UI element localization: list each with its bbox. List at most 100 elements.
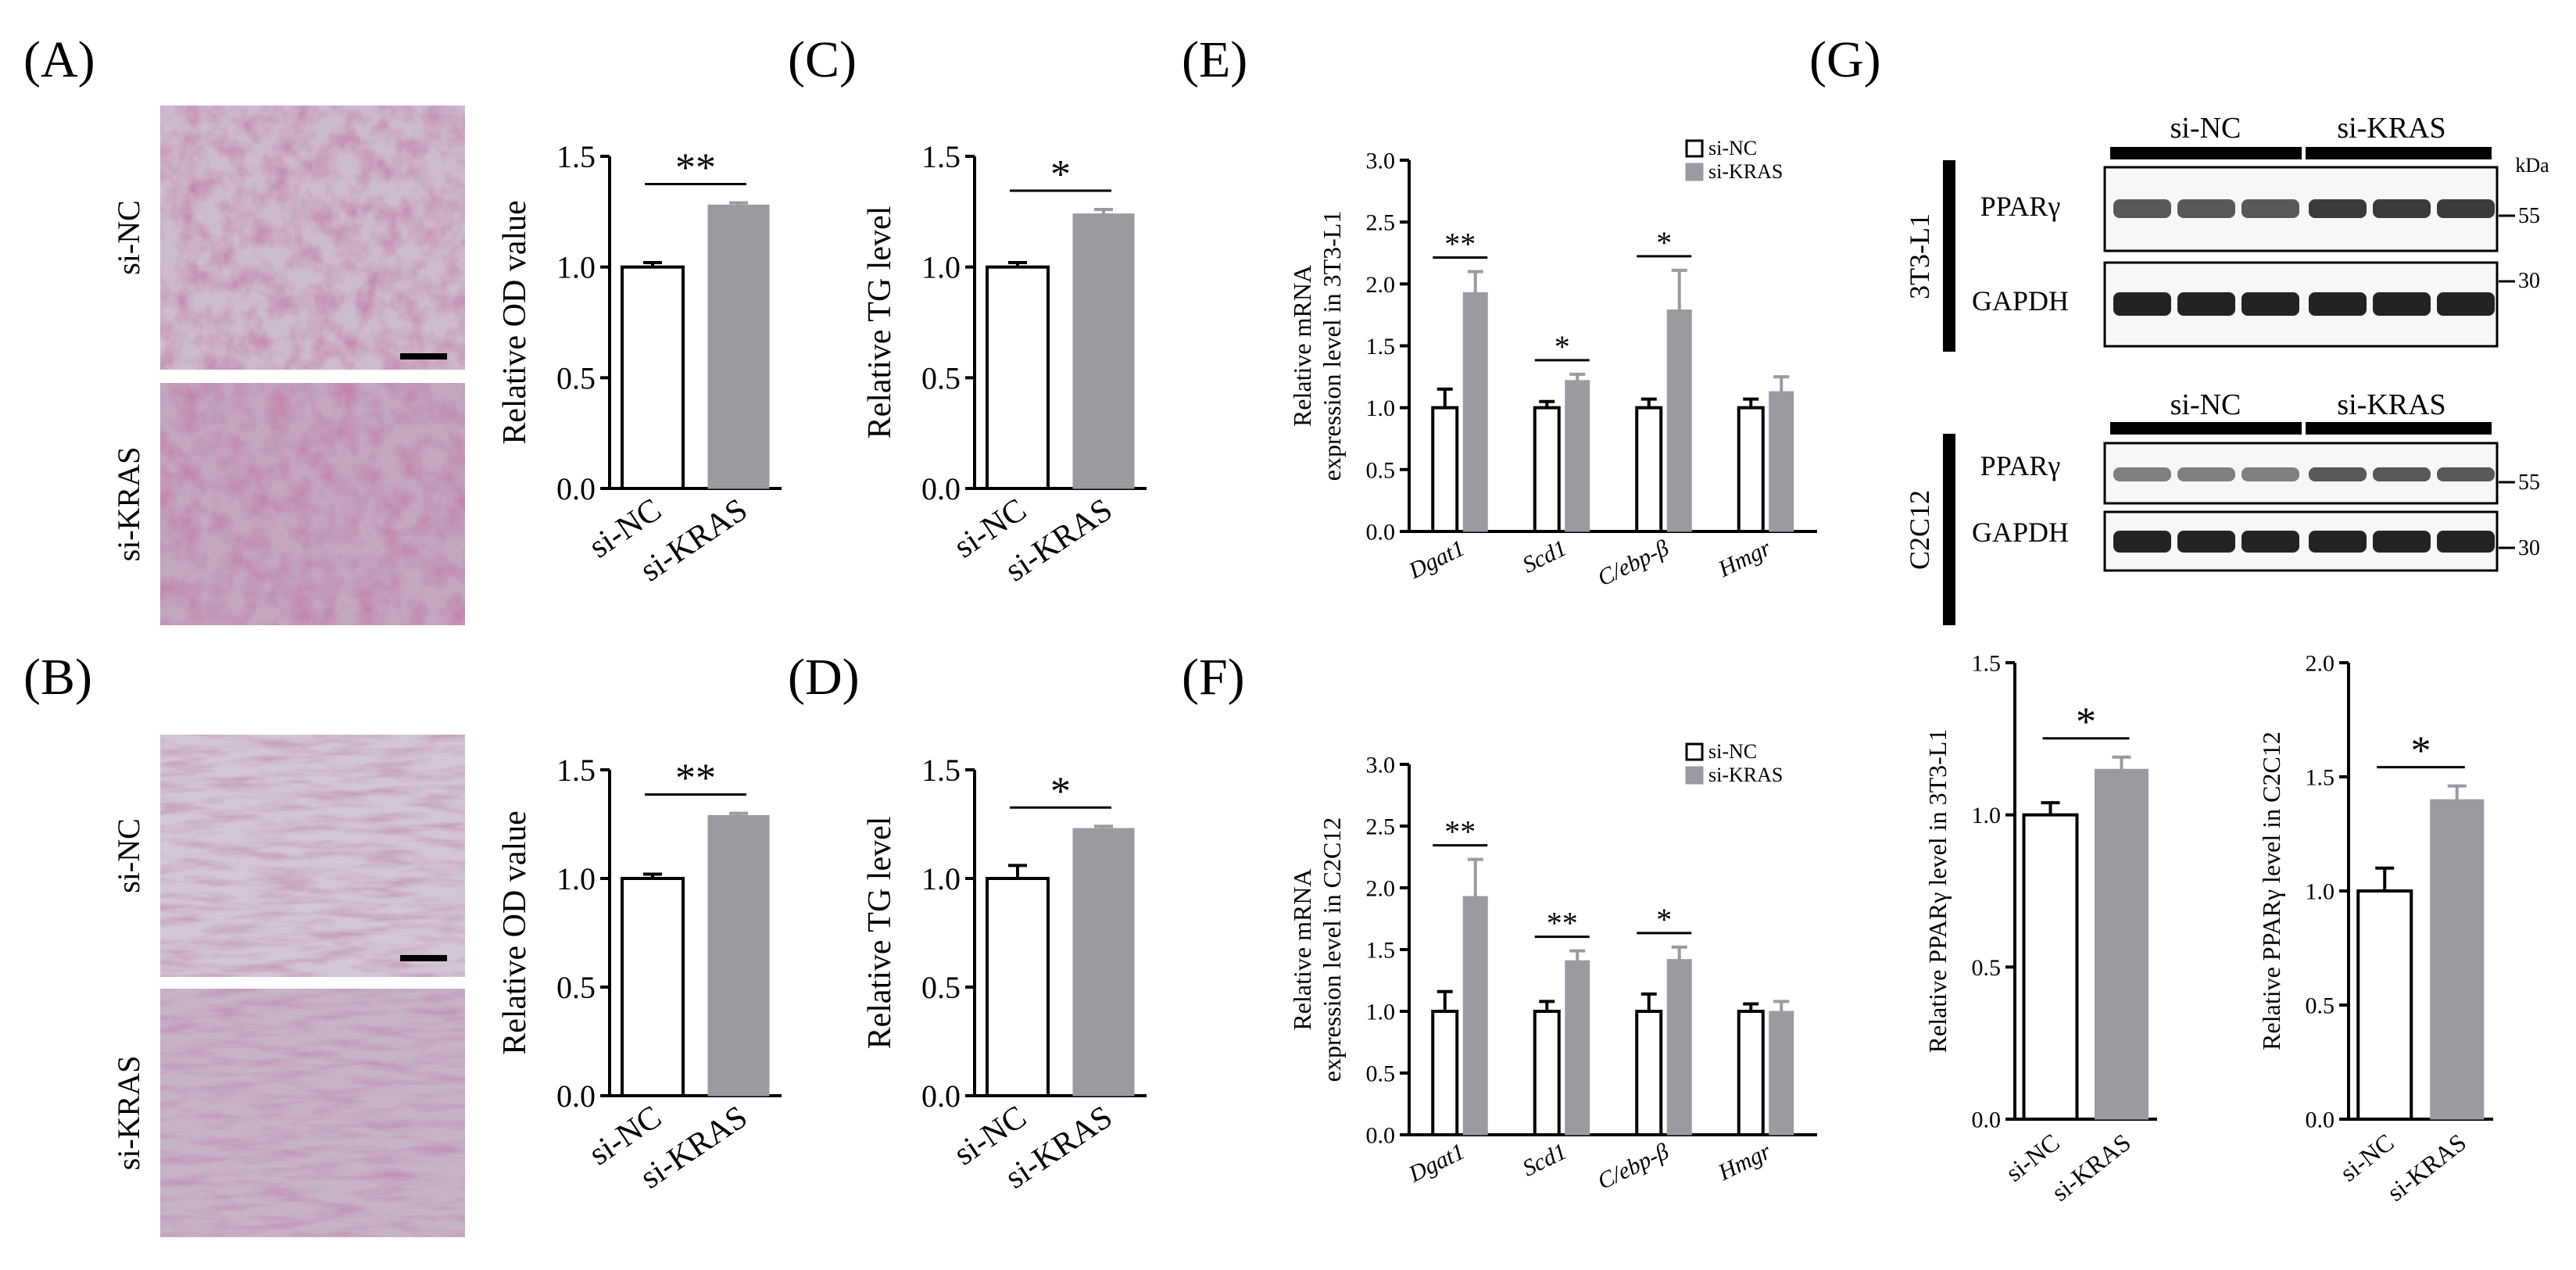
- bar: [986, 877, 1050, 1097]
- significance-marker: *: [1656, 225, 1672, 260]
- blot-band-0-1: [2177, 199, 2235, 218]
- stain-image-b-si-kras: [160, 989, 465, 1237]
- bar: [1737, 406, 1765, 534]
- y-tick-label: 0.5: [921, 360, 961, 395]
- chart-f: 0.0 0.5 1.0 1.5 2.0 2.5 3.0 Relative mRNA expres…: [1288, 740, 1817, 1195]
- y-tick-label: 1.0: [2306, 879, 2335, 905]
- significance-marker: *: [1050, 152, 1071, 197]
- chart-g1: 0.0 0.5 1.0 1.5 Relative PPARγ level in 3T3-…: [1923, 651, 2157, 1207]
- blot-cell-line-bar-1: [1943, 160, 1955, 352]
- blot-cell-line-bar-2: [1943, 434, 1955, 625]
- stain-images-a: si-NC si-KRAS: [111, 106, 465, 625]
- y-axis-label: Relative PPARγ level in 3T3-L1: [1923, 729, 1952, 1054]
- blot-cell-line-label-2: C2C12: [1904, 490, 1935, 570]
- blot-cell-line-label-1: 3T3-L1: [1904, 213, 1935, 299]
- blot-group-bar-kras-2: [2306, 422, 2492, 435]
- bar: [1635, 1010, 1663, 1136]
- bar: [1565, 380, 1590, 532]
- scale-bar-b: [400, 955, 447, 961]
- bar: [1666, 309, 1692, 532]
- y-tick-label: 1.0: [1366, 395, 1396, 421]
- y-tick-label: 0.5: [921, 970, 961, 1005]
- blot-band-3-4: [2373, 531, 2431, 553]
- scale-bar-a: [400, 353, 447, 360]
- x-tick-label: Dgat1: [1404, 535, 1469, 585]
- blot-band-2-0: [2113, 467, 2171, 481]
- stain-image-b-si-nc: [160, 735, 465, 977]
- stain-images-b: si-NC si-KRAS: [111, 735, 465, 1237]
- y-axis-label: Relative TG level: [862, 206, 898, 439]
- blot-group-bar-nc-2: [2110, 422, 2302, 435]
- y-tick-label: 0.0: [1972, 1107, 2002, 1133]
- y-tick-label: 1.5: [1366, 938, 1396, 964]
- blot-band-3-3: [2309, 531, 2367, 553]
- blot-band-label-ppar-2: PPARγ: [1980, 450, 2061, 481]
- blot-group-bar-kras-1: [2306, 147, 2492, 159]
- significance-marker: **: [675, 146, 716, 191]
- y-tick-label: 1.0: [1972, 803, 2002, 828]
- row-label-b-si-nc: si-NC: [111, 818, 146, 893]
- significance-marker: *: [1656, 902, 1672, 937]
- blot-group-label-nc-1: si-NC: [2170, 112, 2241, 145]
- y-tick-label: 0.0: [1366, 520, 1396, 546]
- chart-g2: 0.0 0.5 1.0 1.5 2.0 Relative PPARγ level in C…: [2257, 651, 2493, 1207]
- legend-label: si-NC: [1708, 137, 1757, 159]
- blot-band-3-5: [2437, 531, 2495, 553]
- y-axis-label: Relative mRNA: [1288, 265, 1316, 427]
- blot-marker-55-2: 55: [2518, 470, 2540, 495]
- significance-marker: *: [1555, 329, 1570, 364]
- x-tick-label: Scd1: [1519, 1139, 1571, 1182]
- bar: [1462, 896, 1488, 1136]
- y-tick-label: 2.0: [1366, 272, 1396, 298]
- y-tick-label: 0.0: [921, 1079, 961, 1114]
- legend-swatch: [1685, 163, 1704, 181]
- blot-group-label-kras-1: si-KRAS: [2337, 112, 2445, 145]
- legend-swatch: [1685, 766, 1704, 785]
- panel-label-e: (E): [1182, 31, 1247, 88]
- legend-label: si-KRAS: [1708, 764, 1783, 786]
- blot-group-label-kras-2: si-KRAS: [2337, 388, 2445, 421]
- panel-label-g: (G): [1809, 31, 1881, 88]
- y-tick-label: 1.5: [921, 139, 961, 174]
- y-tick-label: 1.5: [2306, 765, 2335, 791]
- bar: [1769, 1011, 1794, 1136]
- panel-label-c: (C): [788, 31, 857, 88]
- y-tick-label: 0.0: [2306, 1107, 2335, 1133]
- y-tick-label: 1.5: [921, 753, 961, 788]
- legend-swatch: [1685, 742, 1704, 761]
- bar: [2430, 799, 2485, 1120]
- bar: [1666, 959, 1692, 1136]
- blot-band-0-0: [2113, 199, 2171, 218]
- blot-group-label-nc-2: si-NC: [2170, 388, 2241, 421]
- blot-group-bar-nc-1: [2110, 147, 2302, 159]
- y-axis-label: expression level in C2C12: [1318, 817, 1346, 1082]
- y-tick-label: 1.5: [556, 753, 596, 788]
- y-tick-label: 3.0: [1366, 753, 1396, 778]
- blot-band-1-1: [2177, 292, 2235, 316]
- bar: [707, 204, 770, 489]
- bar: [986, 265, 1050, 490]
- y-tick-label: 1.0: [921, 861, 961, 896]
- y-tick-label: 0.0: [556, 1079, 596, 1114]
- bar: [621, 877, 685, 1097]
- bar: [2022, 813, 2079, 1121]
- blot-band-label-gapdh-1: GAPDH: [1972, 285, 2069, 317]
- bar: [1431, 406, 1459, 534]
- bar: [1533, 1010, 1561, 1136]
- y-tick-label: 2.0: [1366, 876, 1396, 902]
- y-tick-label: 0.5: [1366, 1061, 1396, 1087]
- row-label-b-si-kras: si-KRAS: [111, 1056, 146, 1171]
- bar: [1072, 828, 1135, 1096]
- blot-band-0-4: [2373, 199, 2431, 218]
- blot-band-1-4: [2373, 292, 2431, 316]
- blot-band-1-2: [2241, 292, 2299, 316]
- y-tick-label: 1.5: [1972, 651, 2002, 677]
- y-tick-label: 1.5: [1366, 334, 1396, 360]
- blot-band-1-0: [2113, 292, 2171, 316]
- y-axis-label: Relative OD value: [497, 810, 533, 1055]
- blot-marker-55-1: 55: [2518, 204, 2540, 228]
- blot-band-0-5: [2437, 199, 2495, 218]
